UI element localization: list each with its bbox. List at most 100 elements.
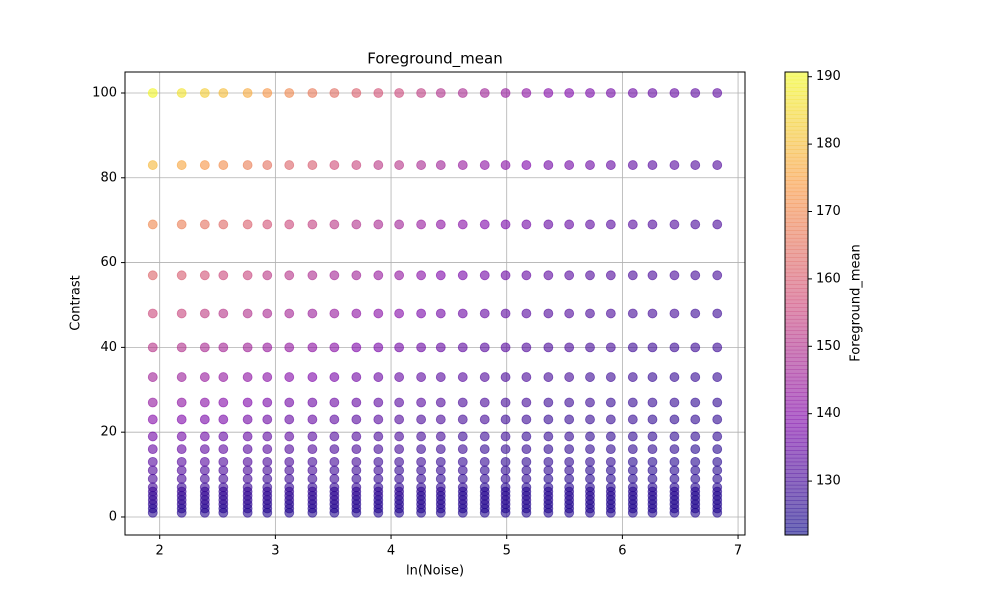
colorbar-segment [785, 492, 808, 497]
point [176, 456, 187, 467]
point [605, 372, 616, 382]
point [647, 160, 658, 170]
point [307, 88, 318, 98]
x-tick-label: 6 [618, 544, 626, 559]
point [669, 219, 680, 230]
point [543, 431, 554, 442]
point [373, 465, 384, 476]
point [521, 414, 532, 425]
point [218, 342, 229, 353]
colorbar-segment [785, 199, 808, 204]
point [329, 88, 340, 98]
x-axis-label: ln(Noise) [406, 564, 464, 579]
point [262, 160, 273, 170]
point [605, 414, 616, 425]
point [242, 507, 253, 518]
colorbar-segment [785, 264, 808, 270]
point [435, 270, 446, 281]
point [647, 372, 658, 382]
colorbar-segment [785, 257, 808, 262]
colorbar-segment [785, 504, 808, 509]
point [373, 397, 384, 408]
point [712, 444, 723, 455]
point [479, 465, 490, 476]
point [218, 308, 229, 319]
point [521, 219, 532, 230]
colorbar-segment [785, 430, 808, 436]
point [457, 456, 468, 467]
point [351, 219, 362, 230]
point [585, 342, 595, 353]
point [284, 342, 295, 353]
point [242, 160, 253, 170]
point [605, 88, 616, 98]
point [262, 473, 273, 484]
point [373, 431, 384, 442]
colorbar-segment [785, 276, 808, 281]
colorbar-segment [785, 122, 808, 127]
point [647, 465, 658, 476]
point [329, 342, 340, 353]
colorbar-segment [785, 226, 808, 231]
point [521, 507, 532, 518]
colorbar-segment [785, 507, 808, 513]
point [307, 507, 318, 518]
point [543, 372, 554, 382]
point [262, 270, 273, 281]
point [647, 308, 658, 319]
colorbar-segment [785, 110, 808, 115]
point [543, 456, 554, 467]
point [500, 444, 511, 455]
colorbar-label: Foreground_mean [849, 244, 864, 361]
point [712, 88, 723, 98]
point [585, 270, 595, 281]
point [669, 444, 680, 455]
point [218, 507, 229, 518]
point [416, 88, 427, 98]
point [669, 414, 680, 425]
point [543, 308, 554, 319]
point [284, 308, 295, 319]
x-tick-label: 2 [156, 544, 164, 559]
point [199, 270, 210, 281]
point [500, 473, 511, 484]
point [647, 414, 658, 425]
point [585, 507, 595, 518]
plot-frame [124, 71, 746, 536]
point [627, 88, 638, 98]
point [242, 372, 253, 382]
point [500, 342, 511, 353]
colorbar-segment [785, 415, 808, 420]
point [147, 456, 158, 467]
point [329, 431, 340, 442]
colorbar-segment [785, 326, 808, 332]
colorbar-segment [785, 133, 808, 139]
point [647, 270, 658, 281]
point [457, 270, 468, 281]
point [647, 473, 658, 484]
point [564, 444, 575, 455]
point [147, 342, 158, 353]
point [500, 456, 511, 467]
y-tick-label: 80 [100, 170, 117, 185]
point [457, 219, 468, 230]
point [690, 456, 701, 467]
point [564, 160, 575, 170]
point [585, 444, 595, 455]
point [262, 431, 273, 442]
point [147, 473, 158, 484]
point [690, 507, 701, 518]
colorbar-segment [785, 353, 808, 359]
point [329, 270, 340, 281]
point [669, 308, 680, 319]
point [307, 431, 318, 442]
colorbar-segment [785, 396, 808, 401]
colorbar-segment [785, 303, 808, 308]
colorbar-segment [785, 334, 808, 339]
point [564, 397, 575, 408]
point [329, 397, 340, 408]
colorbar-segment [785, 176, 808, 181]
point [242, 431, 253, 442]
point [712, 456, 723, 467]
